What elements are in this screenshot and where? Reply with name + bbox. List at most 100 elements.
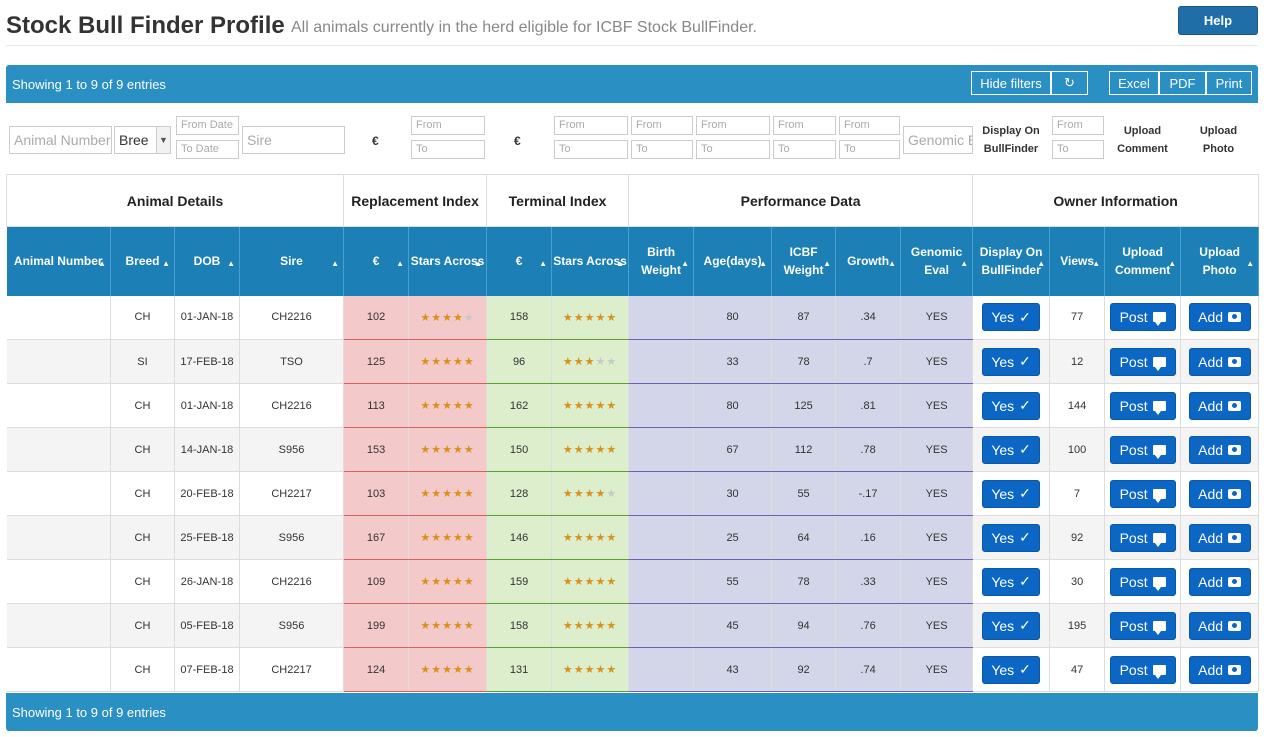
- post-comment-button[interactable]: Post: [1109, 567, 1176, 596]
- post-comment-button[interactable]: Post: [1109, 347, 1176, 376]
- entries-info: Showing 1 to 9 of 9 entries: [12, 77, 166, 92]
- post-comment-button[interactable]: Post: [1109, 655, 1176, 684]
- group-performance-data: Performance Data: [628, 174, 974, 227]
- star-icon: ★: [442, 532, 453, 544]
- growth-from-filter[interactable]: From: [839, 116, 900, 135]
- term-stars-cell: ★★★★★: [551, 471, 630, 516]
- sire-cell: S956: [239, 603, 345, 648]
- term-stars-rating: ★★★★★: [563, 488, 617, 500]
- rep-stars-to-filter[interactable]: To: [411, 140, 485, 159]
- col-growth[interactable]: Growth ▲: [835, 226, 902, 296]
- post-comment-button[interactable]: Post: [1109, 303, 1176, 332]
- add-photo-button[interactable]: Add: [1188, 347, 1251, 376]
- birth-weight-to-filter[interactable]: To: [631, 140, 693, 159]
- col-genomic-eval[interactable]: Genomic Eval ▲: [900, 226, 974, 296]
- yes-button[interactable]: Yes ✓: [982, 435, 1041, 464]
- col-views[interactable]: Views ▲: [1049, 226, 1106, 296]
- yes-button[interactable]: Yes ✓: [982, 303, 1041, 332]
- yes-label: Yes: [991, 617, 1015, 634]
- pdf-button[interactable]: PDF: [1159, 71, 1206, 95]
- icbf-weight-cell: 94: [771, 603, 837, 648]
- excel-button[interactable]: Excel: [1109, 71, 1159, 95]
- star-icon: ★: [442, 576, 453, 588]
- icbf-weight-cell: 87: [771, 295, 837, 340]
- post-comment-button[interactable]: Post: [1109, 391, 1176, 420]
- star-icon: ★: [573, 576, 585, 588]
- genomic-cell: YES: [900, 559, 974, 604]
- add-photo-button[interactable]: Add: [1188, 435, 1251, 464]
- yes-label: Yes: [991, 573, 1015, 590]
- post-comment-button[interactable]: Post: [1109, 435, 1176, 464]
- add-photo-button[interactable]: Add: [1188, 391, 1251, 420]
- yes-button[interactable]: Yes ✓: [982, 523, 1041, 552]
- col-term-stars[interactable]: Stars Across ▲: [551, 226, 630, 296]
- col-upload-comment[interactable]: Upload Comment ▲: [1104, 226, 1182, 296]
- col-sire-label: Sire: [280, 254, 303, 269]
- yes-button[interactable]: Yes ✓: [982, 479, 1041, 508]
- icbf-weight-from-filter[interactable]: From: [773, 116, 836, 135]
- rep-euro-cell: 124: [343, 647, 410, 692]
- yes-button[interactable]: Yes ✓: [982, 611, 1041, 640]
- col-term-euro[interactable]: € ▲: [486, 226, 553, 296]
- col-birth-weight[interactable]: Birth Weight ▲: [628, 226, 695, 296]
- col-animal-number[interactable]: Animal Number ▲: [6, 226, 111, 296]
- col-upload-photo[interactable]: Upload Photo ▲: [1180, 226, 1260, 296]
- star-icon: ★: [584, 488, 596, 500]
- col-age-days[interactable]: Age(days) ▲: [693, 226, 773, 296]
- age-to-filter[interactable]: To: [696, 140, 770, 159]
- star-icon: ★: [463, 444, 475, 456]
- add-photo-button[interactable]: Add: [1188, 479, 1251, 508]
- camera-icon: [1228, 664, 1242, 675]
- print-button[interactable]: Print: [1206, 71, 1252, 95]
- dob-cell: 26-JAN-18: [174, 559, 240, 604]
- sire-filter[interactable]: Sire: [242, 126, 345, 154]
- yes-button[interactable]: Yes ✓: [982, 567, 1041, 596]
- growth-to-filter[interactable]: To: [839, 140, 900, 159]
- col-rep-stars[interactable]: Stars Across ▲: [408, 226, 488, 296]
- col-dob[interactable]: DOB ▲: [174, 226, 240, 296]
- camera-icon: [1228, 312, 1242, 323]
- hide-filters-button[interactable]: Hide filters: [971, 71, 1051, 95]
- add-photo-button[interactable]: Add: [1188, 567, 1251, 596]
- col-display-on[interactable]: Display On BullFinder ▲: [972, 226, 1051, 296]
- dob-from-filter[interactable]: From Date: [176, 116, 239, 135]
- yes-button[interactable]: Yes ✓: [982, 347, 1041, 376]
- dob-to-filter[interactable]: To Date: [176, 140, 239, 159]
- icbf-weight-to-filter[interactable]: To: [773, 140, 836, 159]
- add-photo-button[interactable]: Add: [1188, 523, 1251, 552]
- col-rep-euro[interactable]: € ▲: [343, 226, 410, 296]
- term-euro-cell: 158: [486, 295, 553, 340]
- birth-weight-cell: [628, 603, 695, 648]
- col-icbf-weight[interactable]: ICBF Weight ▲: [771, 226, 837, 296]
- post-comment-button[interactable]: Post: [1109, 523, 1176, 552]
- col-sire[interactable]: Sire ▲: [239, 226, 345, 296]
- growth-cell: .7: [835, 339, 902, 384]
- views-from-filter[interactable]: From: [1052, 116, 1104, 135]
- breed-select[interactable]: Bree ▼: [114, 126, 171, 154]
- term-stars-from-filter[interactable]: From: [554, 116, 628, 135]
- col-breed[interactable]: Breed ▲: [110, 226, 175, 296]
- animal-number-filter[interactable]: Animal Number: [9, 126, 112, 154]
- views-to-filter[interactable]: To: [1052, 140, 1104, 159]
- age-from-filter[interactable]: From: [696, 116, 770, 135]
- yes-button[interactable]: Yes ✓: [982, 655, 1041, 684]
- add-photo-button[interactable]: Add: [1188, 303, 1251, 332]
- star-icon: ★: [595, 311, 607, 324]
- upload-comment-cell: Post: [1104, 471, 1182, 516]
- birth-weight-from-filter[interactable]: From: [631, 116, 693, 135]
- refresh-icon[interactable]: ↻: [1051, 71, 1088, 95]
- term-stars-to-filter[interactable]: To: [554, 140, 628, 159]
- rep-euro-cell: 103: [343, 471, 410, 516]
- sort-icon: ▲: [888, 259, 897, 269]
- post-comment-button[interactable]: Post: [1109, 611, 1176, 640]
- genomic-eval-filter[interactable]: Genomic E: [903, 126, 973, 154]
- check-icon: ✓: [1019, 661, 1031, 677]
- help-button[interactable]: Help: [1178, 6, 1258, 35]
- post-comment-button[interactable]: Post: [1109, 479, 1176, 508]
- star-icon: ★: [595, 620, 607, 632]
- yes-button[interactable]: Yes ✓: [982, 391, 1041, 420]
- rep-stars-from-filter[interactable]: From: [411, 116, 485, 135]
- star-icon: ★: [463, 400, 475, 412]
- add-photo-button[interactable]: Add: [1188, 655, 1251, 684]
- add-photo-button[interactable]: Add: [1188, 611, 1251, 640]
